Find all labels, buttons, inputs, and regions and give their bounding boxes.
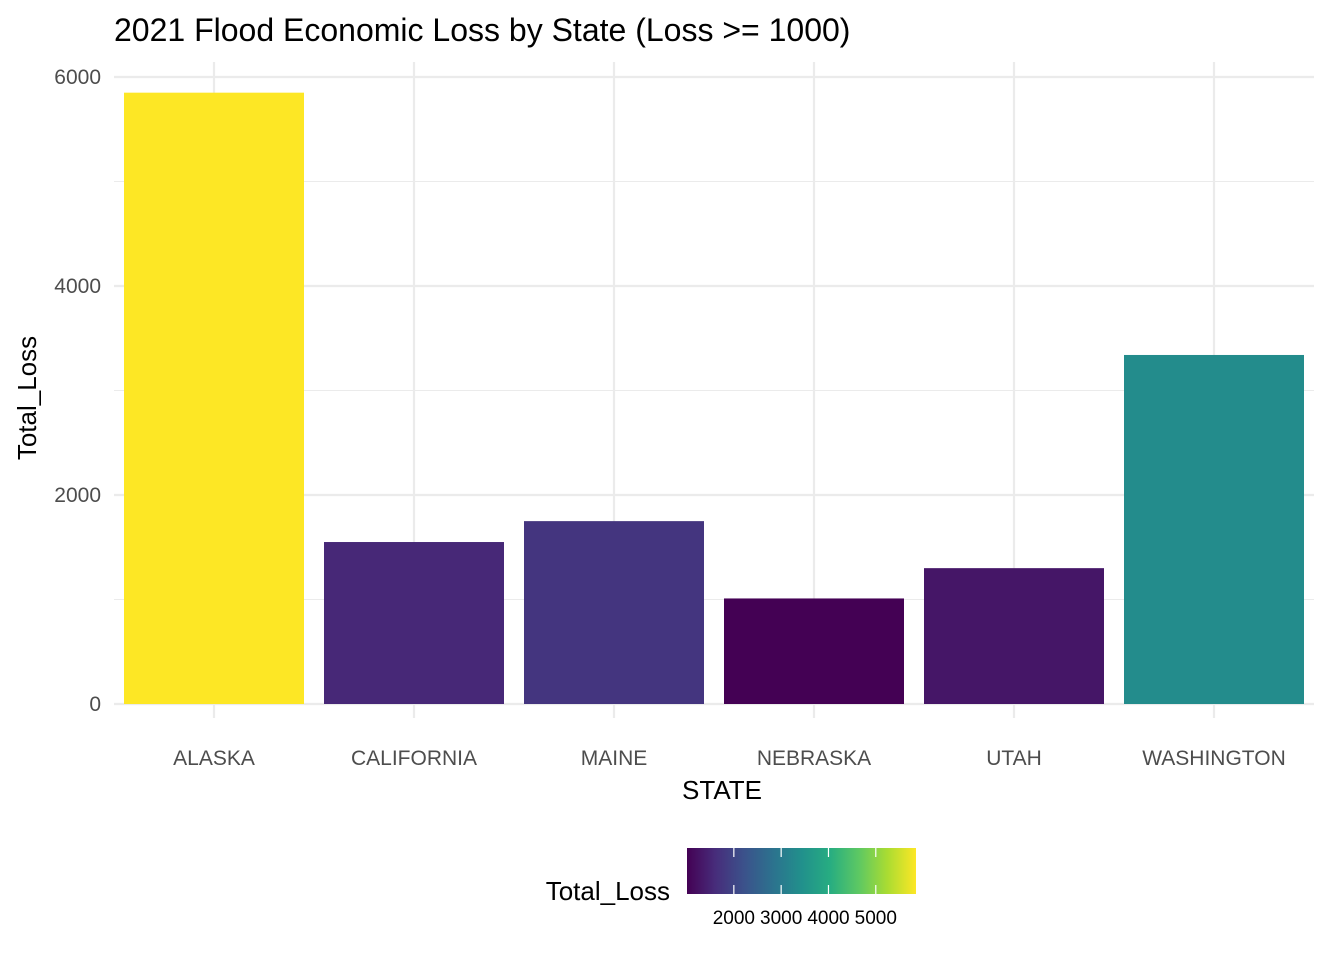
x-tick-label: NEBRASKA [757,747,871,770]
y-tick-label: 0 [89,693,101,716]
legend-colorbar [687,848,916,894]
chart-title: 2021 Flood Economic Loss by State (Loss … [114,12,850,48]
legend-tick-label: 5000 [855,908,897,929]
legend-ticks: 2000 3000 4000 5000 [713,848,897,929]
x-tick-label: MAINE [581,747,648,770]
y-axis-ticks: 0 2000 4000 6000 [54,66,101,716]
x-axis-ticks: ALASKA CALIFORNIA MAINE NEBRASKA UTAH WASHING… [173,747,1286,770]
x-axis-title: STATE [682,775,762,805]
legend-tick-label: 2000 [713,908,755,929]
y-tick-label: 2000 [54,484,101,507]
x-tick-label: UTAH [986,747,1042,770]
x-tick-label: ALASKA [173,747,255,770]
legend-tick-label: 4000 [807,908,849,929]
legend-title: Total_Loss [546,876,670,906]
y-tick-label: 6000 [54,66,101,89]
bar-washington [1124,354,1304,704]
bar-alaska [124,92,304,705]
y-axis-title: Total_Loss [12,336,42,460]
bar-california [324,542,504,704]
bar-utah [924,568,1104,704]
bar-maine [524,521,704,704]
bars [124,92,1304,705]
y-tick-label: 4000 [54,275,101,298]
x-tick-label: CALIFORNIA [351,747,477,770]
bar-nebraska [724,598,904,704]
x-tick-label: WASHINGTON [1142,747,1286,770]
legend-tick-label: 3000 [760,908,802,929]
legend: Total_Loss 2000 3000 4000 5000 [546,848,916,929]
